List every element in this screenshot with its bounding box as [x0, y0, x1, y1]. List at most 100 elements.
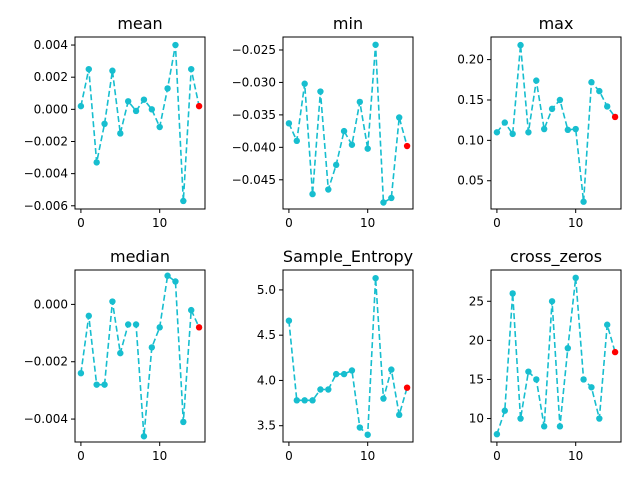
data-point: [309, 190, 316, 198]
data-point: [93, 159, 100, 166]
data-point: [309, 397, 316, 404]
x-tick-label: 0: [285, 449, 293, 463]
subplot-title: cross_zeros: [510, 247, 602, 267]
data-point: [533, 77, 540, 84]
data-point: [285, 317, 293, 324]
data-point: [396, 411, 403, 419]
data-point: [564, 344, 572, 352]
data-point: [588, 384, 595, 391]
data-point: [124, 321, 132, 328]
data-point: [548, 105, 556, 113]
data-point: [332, 370, 340, 378]
data-point: [317, 88, 324, 95]
y-tick-label: 0.05: [457, 174, 484, 188]
x-tick-label: 0: [77, 449, 85, 463]
y-tick-label: 20: [469, 333, 484, 347]
x-tick-label: 10: [360, 449, 375, 463]
data-point: [101, 381, 108, 388]
data-point: [285, 120, 293, 127]
y-tick-label: 5.0: [257, 283, 276, 297]
data-point: [525, 368, 532, 375]
data-point: [509, 290, 516, 297]
data-point: [180, 418, 187, 426]
series-line: [288, 44, 408, 204]
series-line: [496, 277, 616, 435]
data-point: [109, 298, 116, 305]
subplot-title: Sample_Entropy: [283, 247, 413, 267]
y-tick-label: 4.0: [257, 373, 276, 387]
data-point: [604, 321, 611, 328]
data-point: [117, 349, 124, 357]
data-point: [572, 125, 579, 133]
data-point: [77, 370, 85, 377]
data-point: [132, 107, 140, 115]
y-tick-label: 0.000: [34, 102, 68, 116]
data-point: [356, 424, 364, 431]
last-data-point: [611, 348, 619, 356]
data-point: [517, 415, 524, 422]
data-point: [293, 397, 300, 404]
y-tick-label: −0.035: [232, 108, 276, 122]
data-point: [380, 395, 387, 402]
data-point: [293, 137, 300, 145]
data-point: [85, 65, 92, 73]
data-point: [325, 386, 332, 393]
data-point: [172, 41, 179, 49]
data-point: [580, 376, 587, 383]
data-point: [493, 430, 501, 438]
data-point: [517, 41, 524, 49]
data-point: [388, 366, 395, 373]
x-tick-label: 0: [493, 216, 501, 230]
data-point: [564, 126, 572, 134]
data-point: [124, 98, 132, 105]
series-line: [80, 44, 200, 202]
axes-frame: [490, 36, 622, 210]
last-data-point: [403, 384, 411, 391]
data-point: [540, 125, 548, 133]
x-tick-label: 10: [360, 216, 375, 230]
data-point: [396, 114, 403, 121]
y-tick-label: −0.004: [24, 412, 68, 426]
subplot-title: max: [539, 14, 574, 33]
data-point: [340, 127, 348, 135]
x-tick-label: 10: [152, 449, 167, 463]
x-tick-label: 0: [77, 216, 85, 230]
last-data-point: [403, 142, 411, 150]
data-point: [580, 198, 587, 205]
data-point: [501, 119, 508, 126]
subplot-min: min 0 10 −0.025 −0.030 −0.035 −0.040 −0.045: [232, 14, 414, 230]
data-point: [140, 96, 148, 103]
data-point: [501, 407, 508, 414]
y-tick-label: −0.006: [24, 199, 68, 213]
subplot-cross-zeros: cross_zeros 0 10 25 20 15 10: [469, 247, 622, 463]
data-point: [493, 129, 501, 136]
y-tick-label: 0.10: [457, 133, 484, 147]
y-tick-label: 0.002: [34, 70, 68, 84]
data-point: [317, 386, 324, 393]
data-point: [372, 41, 379, 48]
subplot-title: min: [333, 14, 363, 33]
data-point: [109, 67, 116, 74]
data-point: [188, 306, 195, 314]
data-point: [556, 96, 564, 104]
y-tick-label: −0.045: [232, 173, 276, 187]
y-tick-label: 0.15: [457, 93, 484, 107]
x-tick-label: 10: [152, 216, 167, 230]
y-tick-label: 4.5: [257, 328, 276, 342]
y-tick-label: 0.20: [457, 53, 484, 67]
y-tick-label: 15: [469, 372, 484, 386]
y-tick-label: −0.025: [232, 43, 276, 57]
y-tick-label: −0.002: [24, 134, 68, 148]
data-point: [156, 123, 163, 131]
axes-frame: [490, 269, 622, 443]
data-point: [180, 197, 187, 205]
data-point: [85, 312, 92, 320]
series-line: [288, 278, 408, 437]
y-tick-label: 25: [469, 294, 484, 308]
last-data-point: [611, 113, 619, 121]
data-point: [340, 370, 348, 378]
subplot-sample-entropy: Sample_Entropy 0 10 5.0 4.5 4.0 3.5: [257, 247, 414, 463]
data-point: [364, 145, 371, 152]
data-point: [188, 65, 195, 73]
